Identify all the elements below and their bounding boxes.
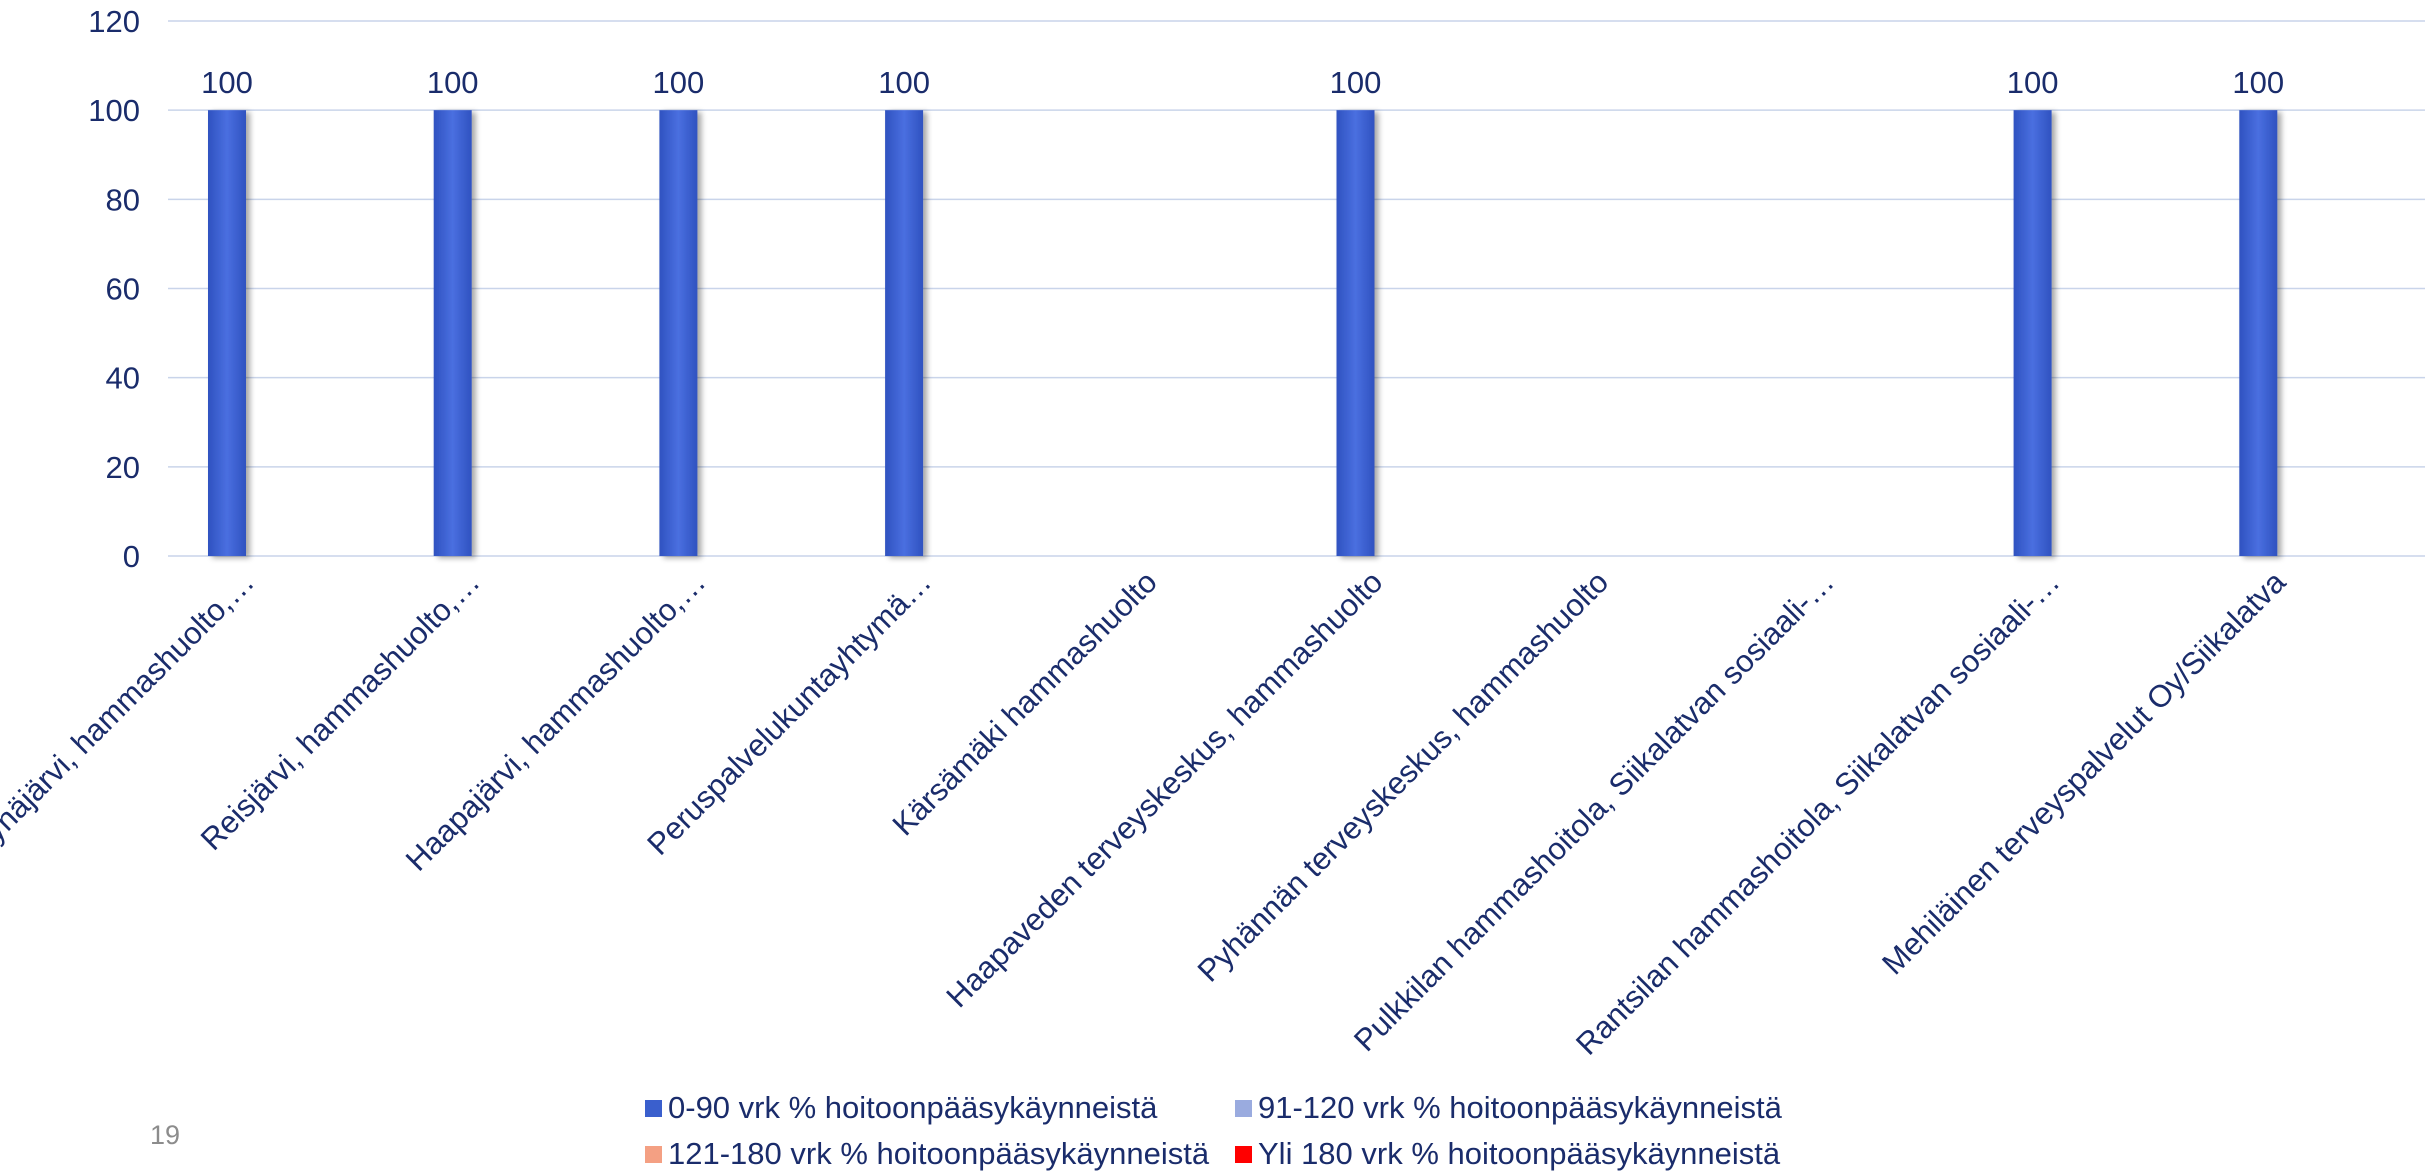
y-tick-label: 20 bbox=[106, 450, 140, 485]
gridlines bbox=[168, 20, 2425, 557]
legend-label: 121-180 vrk % hoitoonpääsykäynneistä bbox=[668, 1136, 1210, 1171]
data-label: 100 bbox=[878, 65, 930, 100]
bar-6 bbox=[1336, 110, 1375, 557]
bar-2 bbox=[433, 110, 472, 557]
legend-swatch bbox=[1235, 1099, 1252, 1117]
x-tick-label: Kärsämäki hammashuolto bbox=[886, 564, 1164, 842]
x-axis: Pyhäjärvi, hammashuolto,…Reisjärvi, hamm… bbox=[0, 564, 2293, 1062]
x-tick-label: Pulkkilan hammashoitola, Siikalatvan sos… bbox=[1347, 564, 1841, 1058]
y-tick-label: 120 bbox=[88, 4, 140, 39]
data-label: 100 bbox=[2232, 65, 2284, 100]
y-tick-label: 60 bbox=[106, 272, 140, 307]
legend-swatch bbox=[1235, 1145, 1252, 1163]
x-tick-label: Mehiläinen terveyspalvelut Oy/Siikalatva bbox=[1875, 564, 2293, 982]
legend-swatch bbox=[645, 1099, 662, 1117]
bar-3 bbox=[659, 110, 698, 557]
y-axis: 0 20 40 60 80 100 120 bbox=[88, 4, 140, 574]
bar-10 bbox=[2239, 110, 2278, 557]
bar-1 bbox=[208, 110, 246, 557]
x-tick-label: Pyhännän terveyskeskus, hammashuolto bbox=[1191, 564, 1615, 988]
page-number: 19 bbox=[150, 1120, 181, 1150]
y-tick-label: 80 bbox=[106, 182, 140, 217]
legend: 0-90 vrk % hoitoonpääsykäynneistä 91-120 … bbox=[645, 1090, 1845, 1172]
data-labels: 100 100 100 100 100 100 100 bbox=[201, 65, 2284, 100]
y-tick-label: 0 bbox=[123, 539, 140, 574]
legend-item: Yli 180 vrk % hoitoonpääsykäynneistä bbox=[1235, 1136, 1795, 1172]
legend-item: 121-180 vrk % hoitoonpääsykäynneistä bbox=[645, 1136, 1235, 1172]
legend-item: 0-90 vrk % hoitoonpääsykäynneistä bbox=[645, 1090, 1235, 1126]
bar-4 bbox=[885, 110, 924, 557]
legend-label: 91-120 vrk % hoitoonpääsykäynneistä bbox=[1258, 1090, 1782, 1125]
y-tick-label: 100 bbox=[88, 93, 140, 128]
data-label: 100 bbox=[653, 65, 705, 100]
y-tick-label: 40 bbox=[106, 361, 140, 396]
data-label: 100 bbox=[201, 65, 253, 100]
data-label: 100 bbox=[427, 65, 479, 100]
legend-label: Yli 180 vrk % hoitoonpääsykäynneistä bbox=[1258, 1136, 1781, 1171]
legend-swatch bbox=[645, 1145, 662, 1163]
data-label: 100 bbox=[1330, 65, 1382, 100]
bars bbox=[208, 110, 2278, 557]
x-tick-label: Haapaveden terveyskeskus, hammashuolto bbox=[939, 564, 1389, 1014]
x-tick-label: Rantsilan hammashoitola, Siikalatvan sos… bbox=[1569, 564, 2066, 1061]
bar-9 bbox=[2013, 110, 2052, 557]
legend-item: 91-120 vrk % hoitoonpääsykäynneistä bbox=[1235, 1090, 1795, 1126]
data-label: 100 bbox=[2007, 65, 2059, 100]
legend-label: 0-90 vrk % hoitoonpääsykäynneistä bbox=[668, 1090, 1158, 1125]
